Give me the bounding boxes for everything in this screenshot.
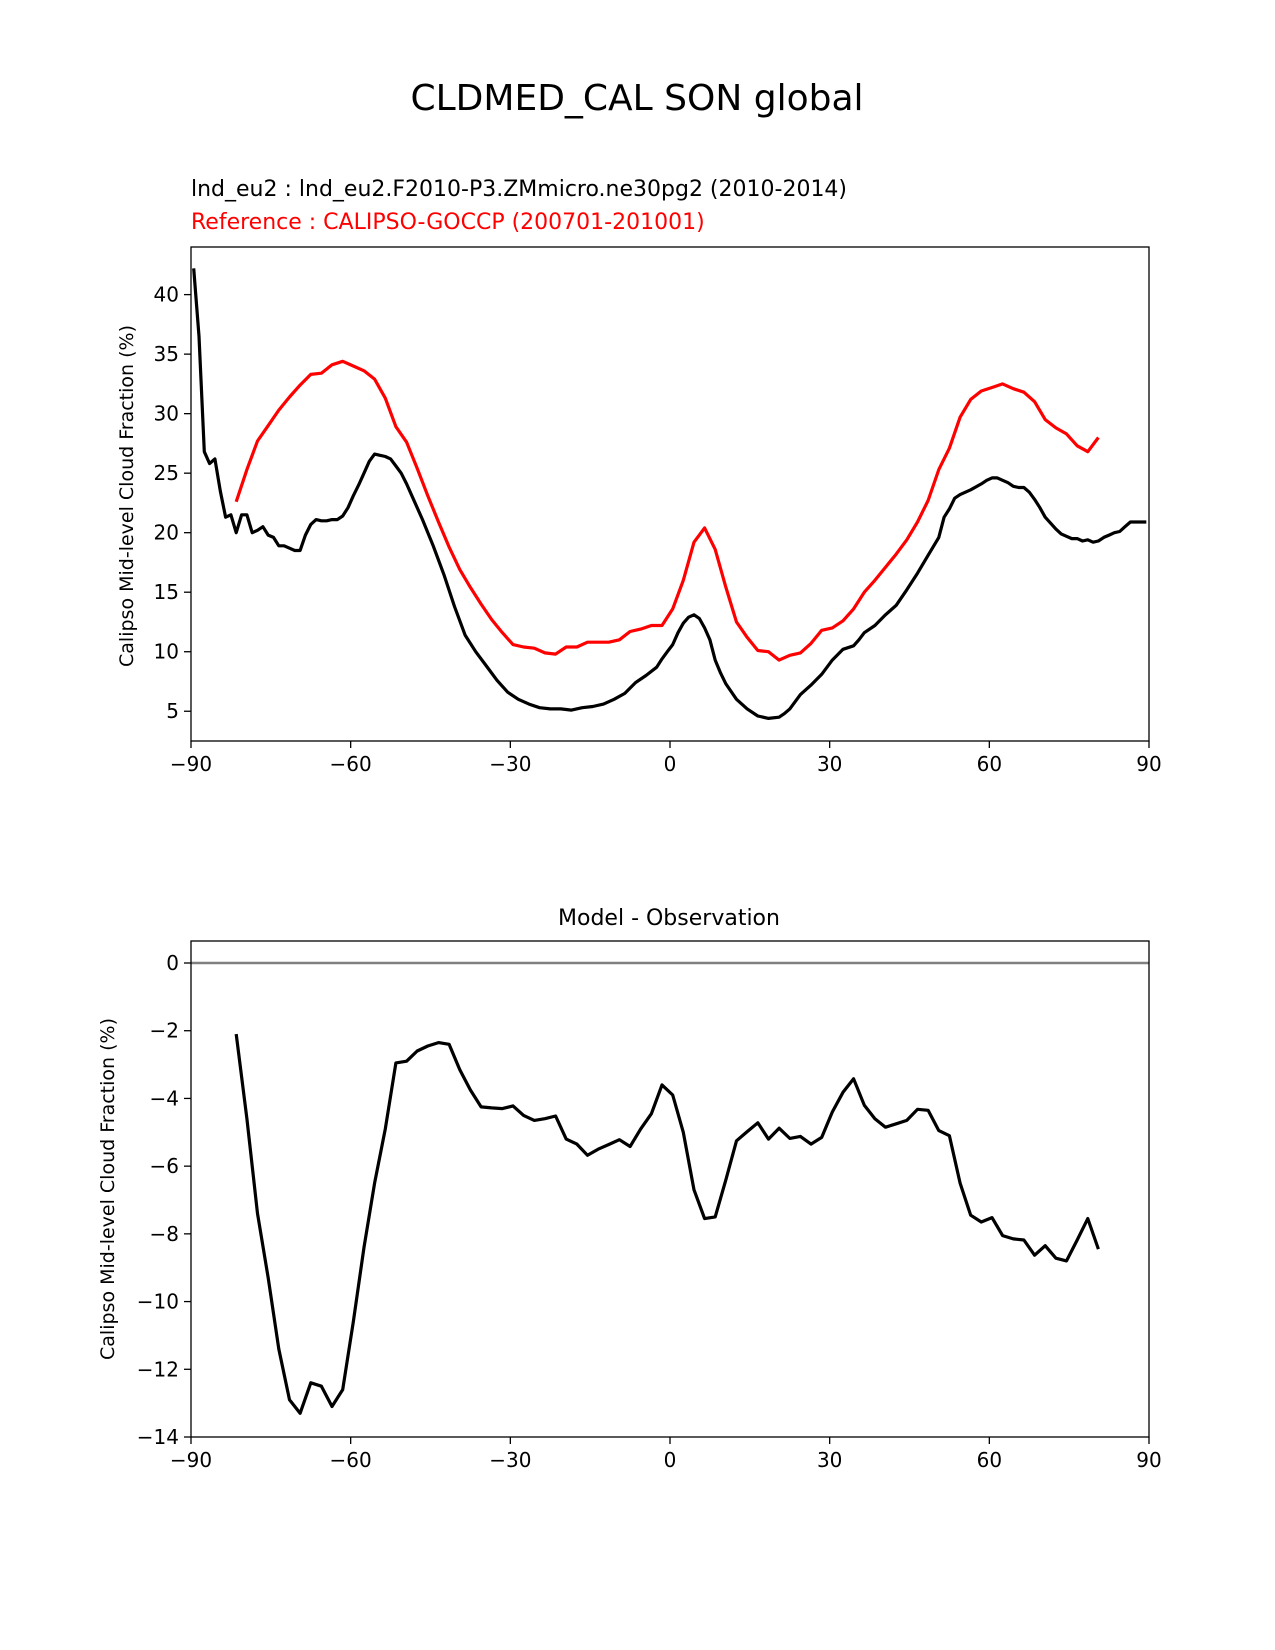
bottom-x-tick-label: 0 bbox=[664, 1448, 677, 1472]
top-panel-y-axis-label: Calipso Mid-level Cloud Fraction (%) bbox=[116, 325, 138, 667]
top-series-test-line bbox=[192, 268, 1147, 721]
top-series-reference-line bbox=[234, 359, 1100, 662]
bottom-series-difference-line bbox=[234, 1033, 1100, 1415]
bottom-panel-y-axis-label: Calipso Mid-level Cloud Fraction (%) bbox=[97, 1018, 119, 1360]
bottom-panel-title: Model - Observation bbox=[558, 906, 780, 931]
top-x-tick-label: 30 bbox=[817, 752, 842, 776]
top-panel-reference-title: Reference : CALIPSO-GOCCP (200701-201001… bbox=[191, 210, 705, 235]
top-x-tick-label: −90 bbox=[170, 752, 212, 776]
bottom-x-tick-label: −90 bbox=[170, 1448, 212, 1472]
top-y-tick-label: 30 bbox=[154, 402, 179, 426]
top-x-tick-label: 60 bbox=[977, 752, 1002, 776]
top-x-tick-label: 0 bbox=[664, 752, 677, 776]
top-panel-test-title: lnd_eu2 : lnd_eu2.F2010-P3.ZMmicro.ne30p… bbox=[191, 177, 847, 202]
bottom-x-tick-label: −60 bbox=[330, 1448, 372, 1472]
top-y-tick-label: 40 bbox=[154, 283, 179, 307]
bottom-x-tick-label: 60 bbox=[977, 1448, 1002, 1472]
bottom-y-tick-label: −4 bbox=[150, 1086, 179, 1110]
top-y-tick-label: 35 bbox=[154, 342, 179, 366]
figure-suptitle: CLDMED_CAL SON global bbox=[410, 78, 863, 119]
bottom-y-tick-label: −8 bbox=[150, 1222, 179, 1246]
bottom-y-tick-label: −12 bbox=[137, 1357, 179, 1381]
bottom-x-tick-label: 90 bbox=[1136, 1448, 1161, 1472]
top-panel: lnd_eu2 : lnd_eu2.F2010-P3.ZMmicro.ne30p… bbox=[116, 177, 1162, 776]
top-x-tick-label: −30 bbox=[489, 752, 531, 776]
top-x-tick-label: −60 bbox=[330, 752, 372, 776]
top-y-tick-label: 20 bbox=[154, 521, 179, 545]
bottom-y-tick-label: 0 bbox=[166, 951, 179, 975]
top-y-tick-label: 15 bbox=[154, 580, 179, 604]
top-x-tick-label: 90 bbox=[1136, 752, 1161, 776]
bottom-panel: Model - Observation Calipso Mid-level Cl… bbox=[97, 906, 1162, 1472]
bottom-y-tick-label: −2 bbox=[150, 1019, 179, 1043]
top-y-tick-label: 10 bbox=[154, 640, 179, 664]
bottom-y-tick-label: −14 bbox=[137, 1425, 179, 1449]
top-y-tick-label: 5 bbox=[166, 699, 179, 723]
bottom-x-tick-label: 30 bbox=[817, 1448, 842, 1472]
bottom-y-tick-label: −6 bbox=[150, 1154, 179, 1178]
top-y-tick-label: 25 bbox=[154, 461, 179, 485]
bottom-y-tick-label: −10 bbox=[137, 1290, 179, 1314]
bottom-x-tick-label: −30 bbox=[489, 1448, 531, 1472]
